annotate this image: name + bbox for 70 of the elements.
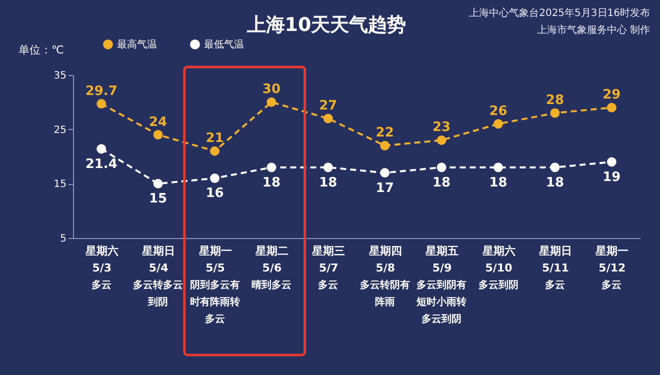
text: 多云 (318, 279, 338, 291)
legend-label: 最高气温 (117, 38, 157, 50)
point (606, 157, 616, 167)
data-label: 18 (262, 175, 280, 190)
data-label: 30 (262, 82, 280, 98)
x-tick-label: 星期四 5/8 (368, 244, 402, 274)
point (96, 144, 106, 154)
x-tick-label: 星期日 5/4 (141, 244, 176, 274)
x-tick-label: 星期一 5/5 (198, 244, 232, 274)
x-tick-label: 星期二 5/6 (254, 244, 288, 274)
point (494, 162, 503, 172)
text: 多云转阴有阵雨 (360, 279, 410, 308)
text: 阴到多云有时有阵雨转多云 (190, 279, 240, 325)
point (494, 119, 503, 129)
data-label: 29.7 (85, 84, 118, 99)
point (266, 97, 276, 107)
point (380, 168, 390, 178)
point (153, 178, 163, 188)
text: 多云 (91, 279, 112, 291)
data-label: 17 (376, 180, 394, 196)
x-tick-label: 星期六 5/10 (481, 244, 516, 274)
data-label: 24 (149, 114, 168, 130)
data-label: 22 (376, 126, 394, 141)
text: 多云到阴有短时小雨转多云到阴 (416, 279, 467, 325)
point (606, 102, 616, 112)
data-label: 18 (319, 175, 338, 190)
y-axis-title: 单位：℃ (18, 44, 64, 56)
x-tick-label: 星期三 5/7 (311, 244, 346, 274)
point (266, 162, 276, 172)
data-label: 23 (432, 120, 451, 136)
point (210, 174, 220, 183)
data-label: 18 (432, 175, 451, 190)
x-tick-label: 星期五 5/9 (424, 244, 459, 274)
point (153, 130, 163, 140)
y-tick-label: 25 (54, 124, 66, 136)
text: 上海中心气象台2025年5月3日16时发布 (469, 7, 650, 19)
data-label: 18 (546, 175, 564, 190)
point (323, 162, 333, 172)
data-label: 26 (489, 104, 508, 119)
text: 多云 (544, 279, 565, 291)
point (380, 140, 390, 150)
x-tick-label: 星期日 5/11 (538, 244, 572, 274)
legend-label: 最低气温 (204, 38, 244, 50)
text: 多云转多云到阴 (133, 279, 184, 308)
point (210, 146, 220, 156)
data-label: 27 (319, 98, 338, 114)
data-label: 28 (546, 93, 564, 108)
x-tick-label: 星期六 5/3 (84, 244, 118, 274)
x-tick-label: 星期一 5/12 (594, 244, 629, 274)
data-label: 15 (149, 192, 168, 207)
data-label: 21 (206, 131, 224, 146)
point (436, 162, 446, 172)
data-label: 16 (206, 186, 224, 202)
point (550, 108, 560, 118)
data-label: 19 (602, 170, 621, 185)
chart-title: 上海10天天气趋势 (246, 14, 406, 36)
text: 上海市气象服务中心 制作 (536, 24, 650, 36)
text: 多云 (602, 279, 622, 291)
point (323, 114, 333, 124)
point (550, 162, 560, 172)
y-tick-label: 35 (54, 70, 66, 82)
point (436, 135, 446, 145)
y-tick-label: 15 (54, 179, 66, 190)
data-label: 18 (489, 175, 508, 190)
y-tick-label: 5 (60, 234, 66, 244)
point (96, 99, 106, 109)
data-label: 29 (602, 88, 621, 103)
text: 晴到多云 (251, 279, 292, 291)
data-label: 21.4 (85, 156, 118, 172)
text: 多云到阴 (478, 279, 518, 291)
